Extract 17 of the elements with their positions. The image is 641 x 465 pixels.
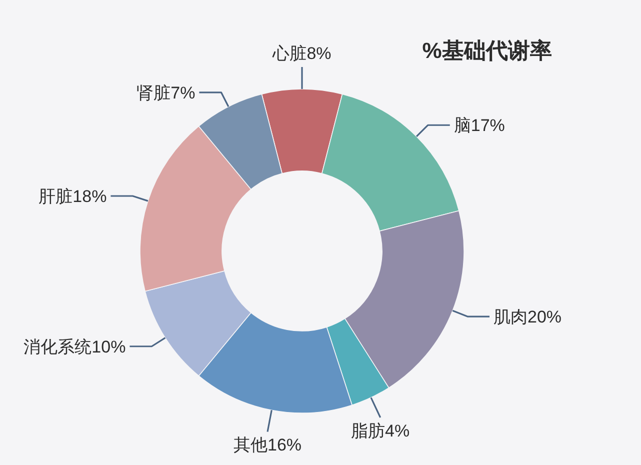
slice-label: 脑 (454, 116, 471, 136)
data-label: 4% (385, 422, 410, 440)
slice-label: 脂肪 (351, 422, 386, 440)
slice-label: 肝脏 (38, 187, 73, 206)
slice-label: 消化系统 (24, 337, 92, 356)
data-label: 10% (92, 337, 126, 356)
data-label: 20% (528, 308, 562, 326)
data-label: 16% (267, 436, 302, 455)
data-label: 18% (72, 187, 107, 206)
data-label: 17% (470, 116, 505, 136)
slice-label: 肾脏 (136, 83, 171, 102)
slice-label: 其他 (233, 436, 268, 455)
data-label: 7% (170, 83, 196, 102)
data-label: 8% (306, 44, 332, 63)
slice-label: 肌肉 (494, 308, 528, 326)
slice-label: 心脏 (272, 44, 307, 63)
chart-title: %基础代谢率 (422, 38, 552, 63)
